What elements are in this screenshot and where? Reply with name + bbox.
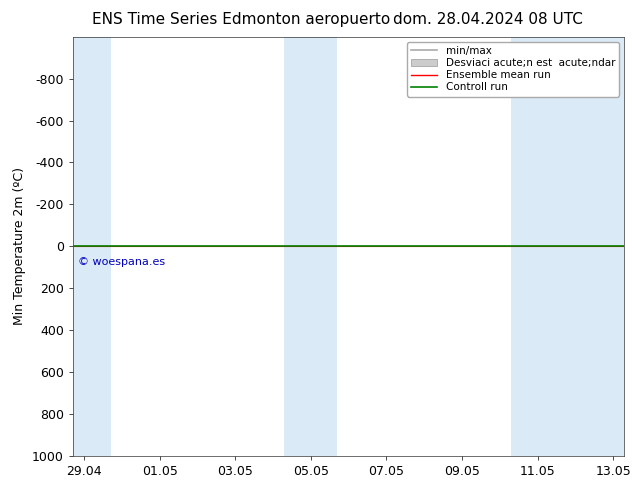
Y-axis label: Min Temperature 2m (ºC): Min Temperature 2m (ºC) — [13, 167, 27, 325]
Legend: min/max, Desviaci acute;n est  acute;ndar, Ensemble mean run, Controll run: min/max, Desviaci acute;n est acute;ndar… — [407, 42, 619, 97]
Text: ENS Time Series Edmonton aeropuerto: ENS Time Series Edmonton aeropuerto — [92, 12, 390, 27]
Bar — [511, 37, 624, 456]
Text: dom. 28.04.2024 08 UTC: dom. 28.04.2024 08 UTC — [393, 12, 583, 27]
Bar — [73, 37, 111, 456]
Text: © woespana.es: © woespana.es — [79, 257, 165, 267]
Bar — [285, 37, 337, 456]
